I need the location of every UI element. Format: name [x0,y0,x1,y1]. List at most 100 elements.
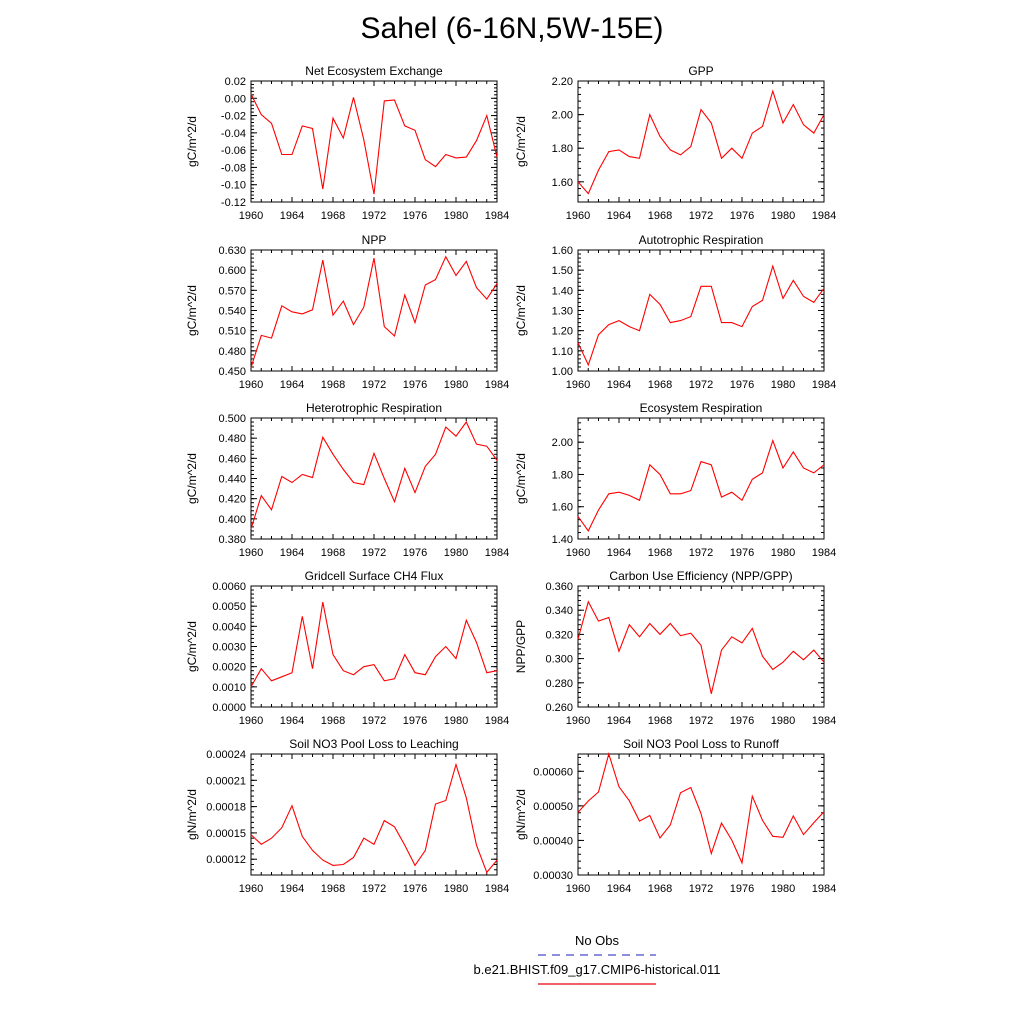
x-tick-label: 1976 [730,715,754,727]
y-axis-label: gC/m^2/d [185,453,199,504]
chart-panel-9: 1960 1964 1968 1972 1976 1980 1984 0.00024 0.000… [185,737,509,895]
panel-title: Gridcell Surface CH4 Flux [305,569,444,583]
y-tick-label: -0.12 [221,197,246,209]
series-line [250,601,498,688]
x-tick-label: 1984 [812,379,836,391]
x-tick-label: 1972 [689,379,713,391]
series-line [250,93,498,195]
y-tick-label: 0.600 [218,265,246,277]
y-tick-label: 0.380 [218,534,246,546]
plot-frame [250,417,498,540]
y-tick-label: 1.20 [552,326,573,338]
series-line [577,752,825,865]
plot-frame [250,249,498,372]
y-axis-label: gC/m^2/d [514,116,528,167]
plot-frame [250,585,498,708]
y-tick-label: 0.400 [218,514,246,526]
x-tick-label: 1964 [607,883,631,895]
x-tick-label: 1964 [280,547,304,559]
chart-panel-2: 1960 1964 1968 1972 1976 1980 1984 2.20 2.00 1.80… [514,64,836,222]
page-title: Sahel (6-16N,5W-15E) [360,12,664,45]
x-tick-label: 1964 [607,715,631,727]
y-tick-label: 0.0020 [212,662,246,674]
x-tick-label: 1968 [321,883,345,895]
y-tick-label: 0.300 [545,654,573,666]
y-tick-label: 0.00060 [533,766,573,778]
plot-frame [250,80,498,203]
x-tick-label: 1968 [321,210,345,222]
y-tick-label: 1.40 [552,285,573,297]
y-tick-label: 1.30 [552,306,573,318]
y-tick-label: -0.04 [221,128,246,140]
y-tick-label: -0.08 [221,162,246,174]
panel-title: Ecosystem Respiration [640,401,763,415]
y-tick-label: 0.280 [545,678,573,690]
x-tick-label: 1964 [607,379,631,391]
y-tick-label: 0.0040 [212,621,246,633]
y-tick-label: -0.10 [221,180,246,192]
plot-frame [577,80,825,203]
plot-frame [577,417,825,540]
y-tick-label: 0.360 [545,581,573,593]
x-tick-label: 1960 [239,547,263,559]
x-tick-label: 1984 [812,715,836,727]
legend-label-no-obs: No Obs [574,933,620,948]
y-tick-label: 0.340 [545,605,573,617]
x-tick-label: 1960 [239,883,263,895]
chart-panel-8: 1960 1964 1968 1972 1976 1980 1984 0.360 0.340 0.… [514,569,836,727]
series-line [577,438,825,532]
x-tick-label: 1984 [485,547,509,559]
legend-label-model-run: b.e21.BHIST.f09_g17.CMIP6-historical.011 [473,962,721,977]
series-line [577,89,825,195]
y-tick-label: 0.0000 [212,702,246,714]
x-tick-label: 1960 [566,379,590,391]
series-line [250,762,498,874]
panel-title: Autotrophic Respiration [639,233,764,247]
x-tick-label: 1980 [444,210,468,222]
x-tick-label: 1976 [403,883,427,895]
x-tick-label: 1984 [485,210,509,222]
y-tick-label: 0.0030 [212,642,246,654]
y-tick-label: 0.00015 [206,828,246,840]
y-tick-label: 1.00 [552,366,573,378]
y-axis-label: gC/m^2/d [185,116,199,167]
x-tick-label: 1980 [771,547,795,559]
x-tick-label: 1984 [485,379,509,391]
x-tick-label: 1960 [566,883,590,895]
x-tick-label: 1976 [403,547,427,559]
plot-frame [577,249,825,372]
x-tick-label: 1980 [444,547,468,559]
y-tick-label: 0.480 [218,346,246,358]
y-tick-label: 0.420 [218,494,246,506]
x-tick-label: 1984 [485,883,509,895]
x-tick-label: 1960 [566,715,590,727]
x-tick-label: 1964 [280,883,304,895]
x-tick-label: 1980 [444,715,468,727]
x-tick-label: 1960 [566,210,590,222]
panel-title: Soil NO3 Pool Loss to Leaching [289,737,458,751]
x-tick-label: 1972 [689,715,713,727]
x-tick-label: 1968 [648,883,672,895]
y-tick-label: 1.60 [552,502,573,514]
x-tick-label: 1960 [566,547,590,559]
x-tick-label: 1968 [648,379,672,391]
y-tick-label: 0.00024 [206,749,246,761]
x-tick-label: 1976 [403,379,427,391]
x-tick-label: 1972 [689,210,713,222]
y-tick-label: -0.06 [221,145,246,157]
x-tick-label: 1976 [730,379,754,391]
y-tick-label: 0.0060 [212,581,246,593]
chart-panel-10: 1960 1964 1968 1972 1976 1980 1984 0.00060 0.000… [514,737,836,895]
x-tick-label: 1968 [321,715,345,727]
x-tick-label: 1980 [771,883,795,895]
y-axis-label: gC/m^2/d [185,621,199,672]
y-tick-label: 0.460 [218,453,246,465]
x-tick-label: 1964 [607,210,631,222]
x-tick-label: 1984 [812,210,836,222]
y-tick-label: 0.0050 [212,601,246,613]
y-tick-label: 2.20 [552,76,573,88]
y-tick-label: 0.510 [218,326,246,338]
x-tick-label: 1972 [362,715,386,727]
series-line [250,255,498,368]
